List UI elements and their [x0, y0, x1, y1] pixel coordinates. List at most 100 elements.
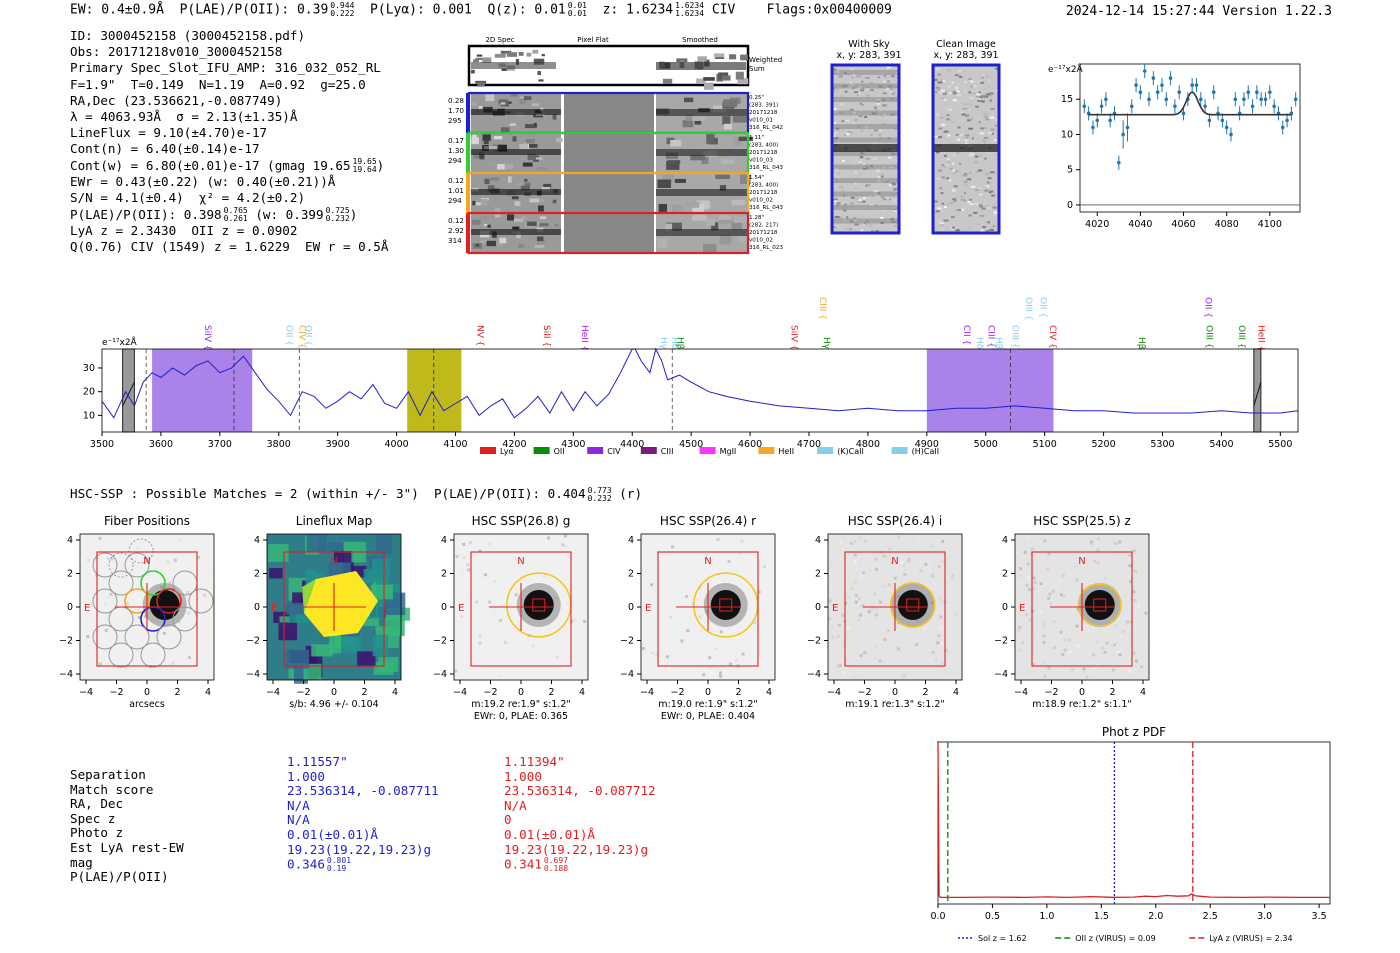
noise-pixel: [537, 205, 544, 212]
image-noise: [1096, 548, 1100, 552]
sky-noise: [937, 136, 943, 139]
x-tick-label: 5200: [1091, 439, 1115, 450]
data-point: [1134, 83, 1138, 87]
sky-noise: [944, 154, 947, 157]
image-noise: [874, 613, 878, 617]
emission-line-label: CIV {: [1047, 325, 1057, 349]
sky-noise: [887, 80, 890, 83]
sky-noise: [949, 167, 953, 170]
sky-noise: [850, 202, 855, 205]
photz-pdf-title: Phot z PDF: [1102, 725, 1166, 739]
noise-pixel: [484, 178, 490, 184]
sky-noise: [973, 161, 979, 164]
noise-pixel: [475, 57, 483, 61]
sky-noise: [963, 103, 968, 106]
sky-noise: [870, 89, 874, 92]
sky-noise: [940, 176, 945, 179]
cutout-col-smooth: Smoothed: [682, 36, 718, 44]
hsc-title-text: HSC-SSP : Possible Matches = 2 (within +…: [70, 486, 586, 501]
legend-label: LyA z (VIRUS) = 2.34: [1209, 934, 1292, 943]
sky-noise: [982, 139, 987, 142]
sky-noise: [939, 187, 942, 190]
sky-noise: [891, 183, 897, 186]
map-cell: [371, 584, 394, 600]
sky-noise: [968, 154, 974, 157]
match-table-cell: N/A: [287, 812, 310, 828]
noise-pixel: [529, 198, 539, 203]
y-tick-label: 0: [441, 602, 447, 613]
x-tick-label: 3.0: [1257, 911, 1272, 922]
emission-line-label: Hβ {: [993, 337, 1003, 358]
image-noise: [919, 569, 923, 573]
sky-noise: [985, 118, 989, 121]
sky-noise: [946, 107, 950, 110]
image-noise: [1118, 653, 1122, 657]
sky-noise: [944, 206, 947, 209]
spectrum-unit: e⁻¹⁷x2Å: [102, 336, 138, 348]
sky-noise: [940, 89, 946, 92]
y-tick-label: 2: [815, 569, 821, 580]
noise-pixel: [522, 162, 533, 167]
sky-noise: [940, 192, 944, 195]
noise-pixel: [539, 223, 549, 227]
sky-noise: [860, 229, 864, 232]
trace-band: [656, 109, 748, 116]
image-noise: [830, 625, 834, 629]
image-noise: [462, 542, 466, 546]
trace-band: [471, 189, 561, 195]
data-point: [1095, 118, 1100, 123]
image-noise: [497, 674, 501, 678]
image-noise: [570, 619, 574, 623]
sky-noise: [943, 130, 949, 133]
line-fit-plot: 4020 4040 4060 4080 4100 0 5 10 15: [1061, 64, 1298, 230]
sky-noise: [938, 169, 943, 172]
cutout-right-label: 0.25": [749, 95, 764, 101]
match-table-cell: mag: [70, 854, 93, 870]
header-qz: Q(z): 0.01: [487, 2, 566, 18]
imaging-panel: HSC SSP(25.5) z N E 4 2 0 −2 −4 −4 −2 0 2 4 m:18.9 re…: [994, 514, 1150, 710]
image-noise: [930, 590, 934, 594]
image-noise: [1060, 585, 1064, 589]
x-tick-label: 4900: [915, 439, 939, 450]
image-noise: [867, 610, 871, 614]
cutout-right-label: 20171218: [749, 230, 778, 236]
image-noise: [1039, 610, 1043, 614]
plae-hi: 0.801: [326, 856, 352, 866]
noise-pixel: [494, 207, 501, 215]
sky-noise: [959, 75, 963, 78]
image-noise: [1082, 667, 1086, 671]
image-noise: [543, 574, 547, 578]
image-noise: [531, 644, 535, 648]
header-plae: P(LAE)/P(OII): 0.39: [179, 2, 329, 18]
fiber-circle: [140, 642, 166, 668]
spectral-cutouts: 2D Spec Pixel Flat Smoothed Weighted Sum…: [448, 36, 783, 255]
cutout-right-label: 20171218: [749, 110, 778, 116]
image-noise: [1143, 581, 1147, 585]
image-noise: [1042, 614, 1046, 618]
image-noise: [126, 601, 130, 605]
image-noise: [1128, 554, 1132, 558]
sky-stripe: [832, 124, 899, 129]
cutout-col-flat: Pixel Flat: [577, 36, 609, 44]
image-noise: [483, 617, 487, 621]
plae-lo: 0.188: [543, 864, 569, 874]
image-noise: [873, 592, 877, 596]
data-point: [1255, 90, 1259, 94]
noise-pixel: [734, 137, 743, 146]
noise-pixel: [493, 135, 503, 140]
source-box: [532, 598, 546, 612]
sky-noise: [955, 209, 959, 212]
image-noise: [1116, 650, 1120, 654]
sky-noise: [952, 225, 956, 228]
sky-noise: [987, 132, 993, 135]
image-noise: [109, 592, 113, 596]
sky-noise: [949, 172, 954, 175]
sky-noise: [979, 193, 983, 196]
sky-noise: [994, 124, 998, 127]
image-noise: [1103, 576, 1107, 580]
image-noise: [1062, 584, 1066, 588]
cutout-right-label: (282, 217): [749, 223, 778, 229]
sky-noise: [966, 178, 972, 181]
noise-pixel: [538, 79, 544, 82]
